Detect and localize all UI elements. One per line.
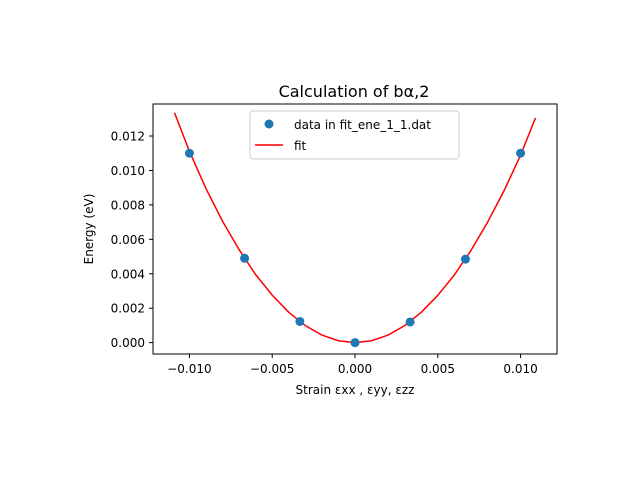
- y-tick-label: 0.002: [111, 302, 145, 316]
- y-tick-label: 0.008: [111, 198, 145, 212]
- legend: data in fit_ene_1_1.dat fit: [249, 110, 460, 160]
- data-point: [460, 254, 470, 264]
- x-tick-label: −0.005: [250, 362, 294, 376]
- y-tick-label: 0.012: [111, 130, 145, 144]
- legend-label-data: data in fit_ene_1_1.dat: [294, 118, 431, 132]
- data-point: [295, 316, 305, 326]
- y-axis-label: Energy (eV): [82, 194, 96, 265]
- legend-label-fit: fit: [294, 139, 307, 153]
- x-tick-label: 0.005: [421, 362, 455, 376]
- legend-marker-data: [264, 119, 274, 129]
- y-tick-label: 0.000: [111, 336, 145, 350]
- y-tick-label: 0.004: [111, 267, 145, 281]
- data-point: [350, 338, 360, 348]
- data-point: [184, 148, 194, 158]
- legend-box: [249, 110, 460, 160]
- x-tick-label: 0.010: [503, 362, 537, 376]
- y-tick-label: 0.010: [111, 164, 145, 178]
- data-point: [516, 148, 526, 158]
- x-tick-label: −0.010: [167, 362, 211, 376]
- y-tick-label: 0.006: [111, 233, 145, 247]
- data-point: [240, 253, 250, 263]
- x-tick-label: 0.000: [338, 362, 372, 376]
- x-axis-label: Strain εxx , εyy, εzz: [296, 383, 415, 397]
- chart-title: Calculation of bα,2: [279, 82, 430, 101]
- data-point: [405, 317, 415, 327]
